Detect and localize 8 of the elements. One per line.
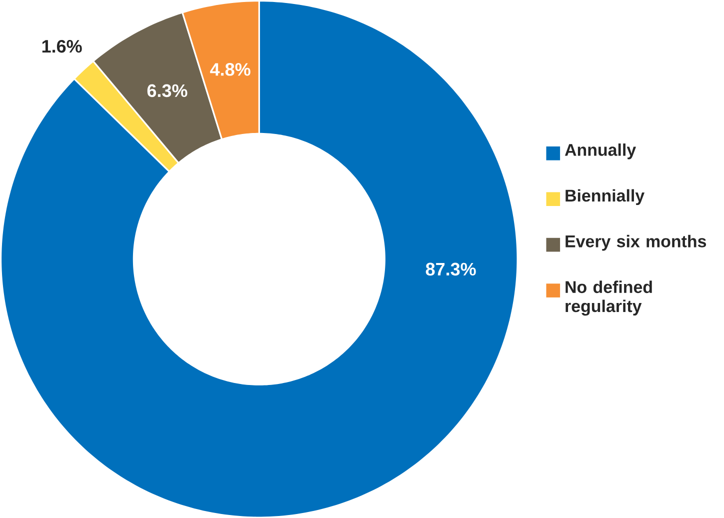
legend-label: Annually [564,143,636,160]
legend-label: Every six months [566,234,706,251]
data-label: 87.3% [426,262,476,276]
data-label: 6.3% [147,84,188,97]
data-label: 4.8% [210,62,250,76]
data-label: 1.6% [42,40,82,53]
legend-label: No defined regularity [566,280,652,316]
legend-label: Biennially [566,189,644,205]
